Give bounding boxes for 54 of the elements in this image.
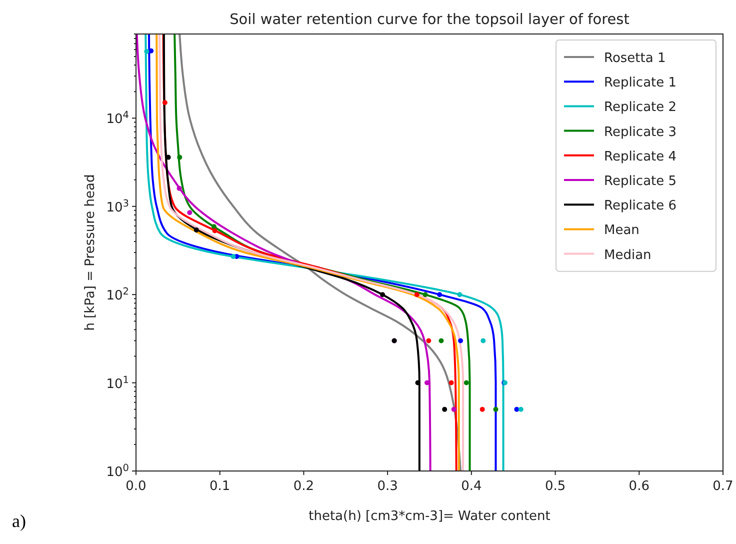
- point: [442, 406, 448, 412]
- point: [212, 228, 218, 234]
- point: [493, 406, 498, 412]
- legend-label: Replicate 2: [604, 100, 677, 116]
- point: [451, 406, 456, 412]
- legend-label: Replicate 5: [604, 174, 677, 189]
- y-tick-label: 10$^{2}$: [106, 286, 129, 304]
- point: [194, 227, 199, 232]
- legend-label: Mean: [604, 223, 640, 238]
- point: [514, 406, 520, 412]
- point: [424, 380, 430, 386]
- x-tick-label: 0.0: [126, 479, 146, 494]
- legend-label: Replicate 6: [604, 198, 677, 214]
- y-tick-label: 10$^{3}$: [106, 198, 129, 216]
- point: [187, 210, 192, 216]
- point: [380, 292, 386, 298]
- chart-title: Soil water retention curve for the topsoil layer of forest: [230, 12, 630, 28]
- x-tick-label: 0.2: [293, 479, 314, 494]
- legend-label: Replicate 1: [604, 76, 677, 91]
- x-tick-label: 0.4: [461, 479, 482, 494]
- point: [518, 406, 524, 412]
- point: [162, 100, 168, 106]
- point: [480, 406, 485, 412]
- point: [177, 154, 182, 160]
- point: [144, 49, 150, 54]
- legend-label: Median: [604, 248, 652, 263]
- legend-label: Replicate 3: [604, 124, 677, 140]
- x-axis-title: theta(h) [cm3*cm-3]= Water content: [308, 509, 550, 524]
- x-tick-label: 0.7: [712, 479, 734, 494]
- y-tick-label: 10$^{1}$: [106, 374, 129, 392]
- x-tick-label: 0.3: [377, 479, 398, 494]
- point: [422, 292, 428, 298]
- point: [458, 338, 464, 344]
- point: [464, 380, 469, 386]
- point: [230, 254, 236, 260]
- x-tick-label: 0.5: [544, 479, 566, 494]
- point: [211, 224, 216, 230]
- point: [437, 292, 442, 298]
- point: [448, 380, 454, 386]
- point: [414, 292, 420, 298]
- point: [415, 380, 420, 386]
- point: [176, 186, 182, 191]
- y-axis-title: h [kPa] = Pressure head: [83, 174, 98, 331]
- point: [457, 292, 462, 298]
- point: [480, 338, 486, 344]
- y-tick-label: 10$^{4}$: [106, 110, 129, 128]
- x-tick-label: 0.1: [210, 479, 230, 494]
- y-tick-label: 10$^{0}$: [106, 462, 129, 480]
- point: [438, 338, 444, 344]
- legend-label: Rosetta 1: [604, 51, 666, 66]
- x-tick-label: 0.6: [628, 479, 650, 494]
- legend-label: Replicate 4: [604, 149, 677, 164]
- point: [426, 338, 432, 344]
- text: a): [12, 511, 26, 531]
